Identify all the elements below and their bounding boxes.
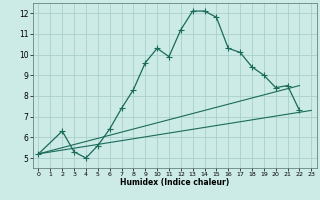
X-axis label: Humidex (Indice chaleur): Humidex (Indice chaleur) bbox=[120, 178, 229, 187]
